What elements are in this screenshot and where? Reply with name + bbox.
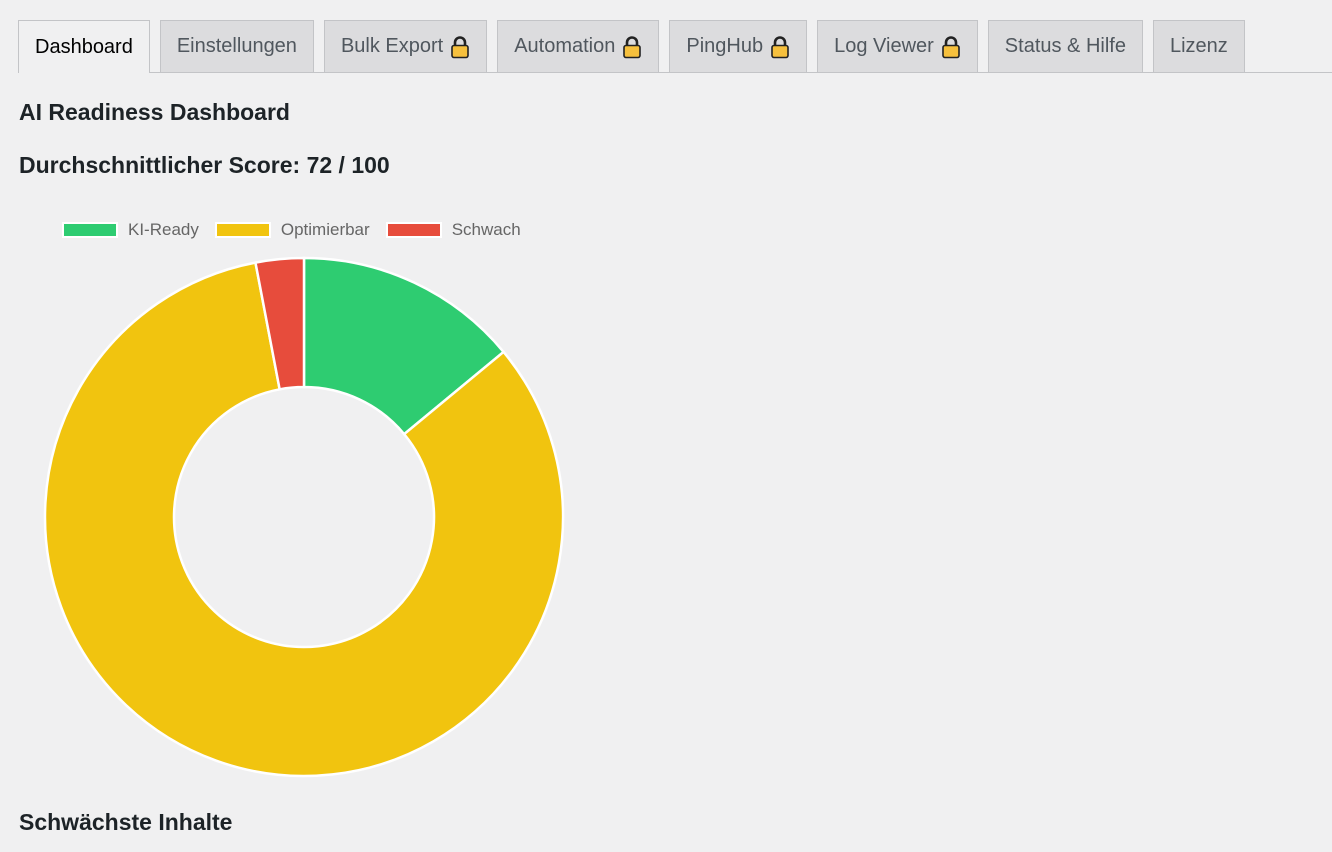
chart-legend: KI-Ready Optimierbar Schwach bbox=[62, 220, 537, 240]
legend-swatch bbox=[214, 222, 271, 238]
tab-label: Dashboard bbox=[35, 35, 133, 58]
tab-automation[interactable]: Automation bbox=[497, 20, 660, 72]
tab-dashboard[interactable]: Dashboard bbox=[18, 20, 150, 73]
tab-bulk-export[interactable]: Bulk Export bbox=[323, 20, 488, 72]
tab-label: Log Viewer bbox=[834, 35, 934, 57]
legend-swatch bbox=[62, 222, 118, 238]
tab-label: Lizenz bbox=[1169, 35, 1228, 57]
tab-lizenz[interactable]: Lizenz bbox=[1152, 20, 1245, 72]
tab-label: Automation bbox=[514, 35, 616, 57]
legend-item-ki-ready[interactable]: KI-Ready bbox=[62, 220, 199, 240]
page-title: AI Readiness Dashboard bbox=[19, 99, 290, 125]
weakest-content-heading: Schwächste Inhalte bbox=[19, 809, 233, 835]
tab-label: Bulk Export bbox=[340, 35, 444, 57]
legend-label: Optimierbar bbox=[280, 220, 370, 239]
lock-icon bbox=[771, 35, 789, 58]
donut-chart bbox=[43, 256, 565, 778]
tab-log-viewer[interactable]: Log Viewer bbox=[817, 20, 978, 72]
lock-icon bbox=[623, 35, 642, 58]
legend-item-optimierbar[interactable]: Optimierbar bbox=[214, 220, 370, 240]
lock-icon bbox=[941, 35, 960, 58]
tab-pinghub[interactable]: PingHub bbox=[669, 20, 808, 72]
donut-slice-schwach[interactable] bbox=[254, 256, 306, 391]
lock-icon bbox=[451, 35, 470, 58]
legend-item-schwach[interactable]: Schwach bbox=[385, 220, 521, 240]
tab-label: Einstellungen bbox=[176, 35, 297, 57]
donut-slice-optimierbar[interactable] bbox=[43, 261, 565, 778]
legend-label: Schwach bbox=[451, 220, 521, 239]
legend-label: KI-Ready bbox=[128, 220, 199, 239]
tab-status-hilfe[interactable]: Status & Hilfe bbox=[987, 20, 1143, 72]
tab-label: Status & Hilfe bbox=[1004, 35, 1126, 57]
tab-label: PingHub bbox=[686, 35, 764, 57]
average-score: Durchschnittlicher Score: 72 / 100 bbox=[19, 152, 390, 178]
tab-bar: Dashboard Einstellungen Bulk Export Automat… bbox=[18, 20, 1332, 73]
tab-einstellungen[interactable]: Einstellungen bbox=[159, 20, 314, 72]
legend-swatch bbox=[385, 222, 442, 238]
